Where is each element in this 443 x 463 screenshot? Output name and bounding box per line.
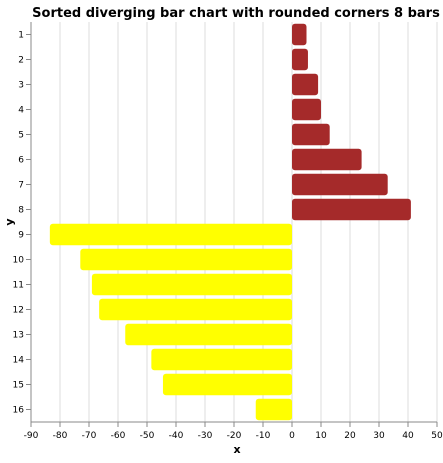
x-tick-label: -70 <box>82 431 97 441</box>
y-tick-label: 13 <box>13 331 24 341</box>
bar <box>162 373 292 396</box>
bar <box>125 323 292 346</box>
x-tick-label: -30 <box>198 431 213 441</box>
x-tick-label: -90 <box>24 431 39 441</box>
x-tick-label: -20 <box>227 431 242 441</box>
bar <box>49 223 292 246</box>
y-tick-label: 15 <box>13 381 24 391</box>
bar <box>292 48 308 71</box>
y-tick-label: 1 <box>18 31 24 41</box>
x-tick-label: 10 <box>315 431 327 441</box>
x-tick-label: 30 <box>373 431 385 441</box>
x-tick-label: 0 <box>289 431 295 441</box>
y-tick-label: 6 <box>18 156 24 166</box>
bar <box>292 148 362 171</box>
y-tick-label: 9 <box>18 231 24 241</box>
x-axis-title: x <box>233 443 240 456</box>
y-tick-label: 14 <box>13 356 25 366</box>
y-tick-label: 16 <box>13 406 25 416</box>
y-tick-label: 7 <box>18 181 24 191</box>
x-tick-label: -60 <box>111 431 126 441</box>
y-tick-label: 4 <box>18 106 24 116</box>
y-tick-label: 2 <box>18 56 24 66</box>
bars <box>49 23 411 421</box>
y-tick-label: 3 <box>18 81 24 91</box>
bar <box>292 23 307 46</box>
bar <box>292 98 321 121</box>
y-axis-title: y <box>3 218 16 225</box>
bar <box>255 398 292 421</box>
bar <box>292 123 330 146</box>
bar <box>80 248 292 271</box>
bar <box>99 298 293 321</box>
x-tick-label: -40 <box>169 431 184 441</box>
y-tick-label: 11 <box>13 281 24 291</box>
x-tick-label: -80 <box>53 431 68 441</box>
bar <box>91 273 293 296</box>
chart-title: Sorted diverging bar chart with rounded … <box>32 6 440 21</box>
x-tick-label: -50 <box>140 431 155 441</box>
x-tick-label: -10 <box>256 431 271 441</box>
y-tick-label: 10 <box>13 256 25 266</box>
y-tick-label: 8 <box>18 206 24 216</box>
bar <box>292 73 319 96</box>
x-tick-label: 20 <box>344 431 356 441</box>
bar <box>292 173 388 196</box>
y-tick-label: 12 <box>13 306 24 316</box>
x-tick-label: 50 <box>431 431 443 441</box>
bar <box>151 348 292 371</box>
bar <box>292 198 411 221</box>
x-axis: -90 -80 -70 -60 -50 -40 -30 -20 -10 0 10 20 30 40 50 <box>24 421 443 441</box>
y-tick-label: 5 <box>18 131 24 141</box>
grid-lines <box>30 22 438 422</box>
x-tick-label: 40 <box>402 431 414 441</box>
